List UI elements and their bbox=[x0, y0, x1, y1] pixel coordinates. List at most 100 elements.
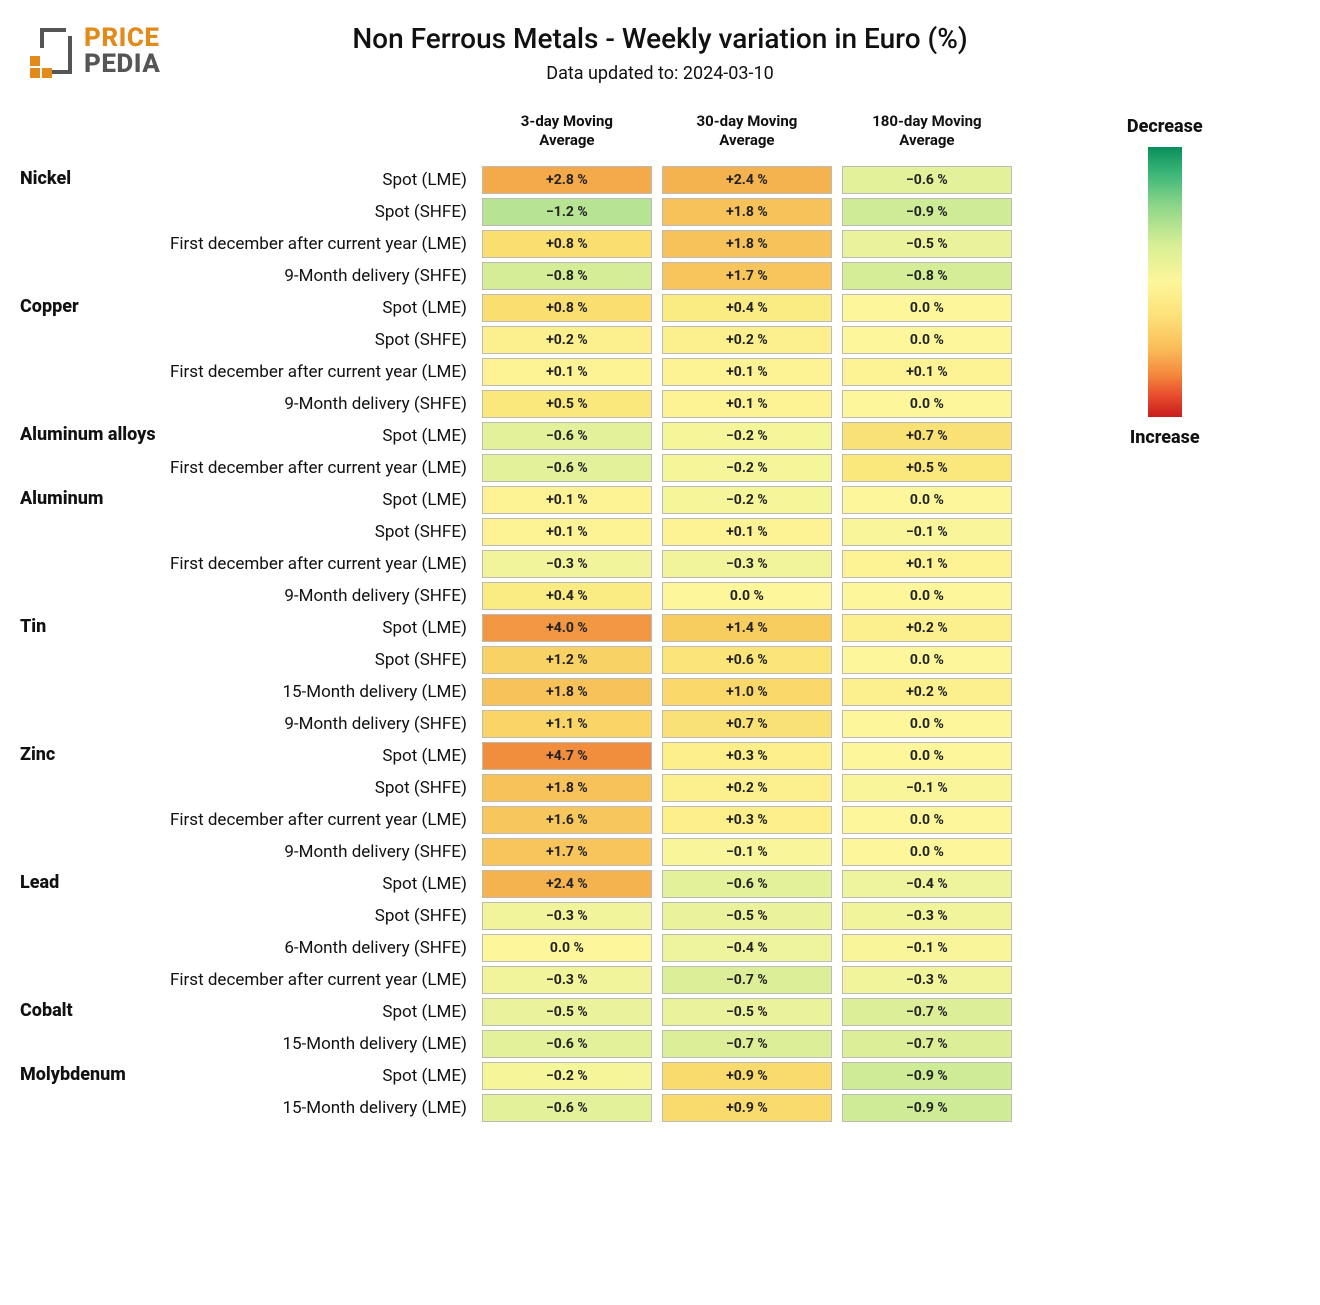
heatmap-table: 3-day MovingAverage 30-day MovingAverage… bbox=[20, 112, 1017, 1124]
heatmap-cell: −0.1 % bbox=[842, 774, 1012, 802]
heatmap-cell: −1.2 % bbox=[482, 198, 652, 226]
table-row: 9-Month delivery (SHFE)−0.8 %+1.7 %−0.8 … bbox=[20, 260, 1017, 292]
heatmap-cell: −0.6 % bbox=[482, 454, 652, 482]
category-label: Cobalt bbox=[20, 996, 170, 1028]
heatmap-cell: 0.0 % bbox=[842, 742, 1012, 770]
heatmap-cell: +0.8 % bbox=[482, 230, 652, 258]
heatmap-cell: +4.7 % bbox=[482, 742, 652, 770]
category-label bbox=[20, 260, 170, 292]
table-row: ZincSpot (LME)+4.7 %+0.3 %0.0 % bbox=[20, 740, 1017, 772]
column-header-row: 3-day MovingAverage 30-day MovingAverage… bbox=[20, 112, 1017, 164]
heatmap-cell: +1.8 % bbox=[662, 230, 832, 258]
heatmap-cell: −0.6 % bbox=[662, 870, 832, 898]
row-label: Spot (LME) bbox=[170, 484, 477, 516]
heatmap-cell: 0.0 % bbox=[842, 486, 1012, 514]
heatmap-cell: −0.3 % bbox=[482, 902, 652, 930]
table-row: 9-Month delivery (SHFE)+1.1 %+0.7 %0.0 % bbox=[20, 708, 1017, 740]
heatmap-cell: 0.0 % bbox=[662, 582, 832, 610]
table-row: CopperSpot (LME)+0.8 %+0.4 %0.0 % bbox=[20, 292, 1017, 324]
heatmap-cell: +1.7 % bbox=[662, 262, 832, 290]
table-row: First december after current year (LME) +… bbox=[20, 356, 1017, 388]
table-row: AluminumSpot (LME)+0.1 %−0.2 %0.0 % bbox=[20, 484, 1017, 516]
heatmap-cell: +1.8 % bbox=[482, 678, 652, 706]
category-label: Lead bbox=[20, 868, 170, 900]
heatmap-cell: +0.3 % bbox=[662, 806, 832, 834]
category-label bbox=[20, 356, 170, 388]
heatmap-cell: 0.0 % bbox=[842, 294, 1012, 322]
table-row: First december after current year (LME) +… bbox=[20, 804, 1017, 836]
category-label bbox=[20, 196, 170, 228]
table-row: 15-Month delivery (LME)+1.8 %+1.0 %+0.2 … bbox=[20, 676, 1017, 708]
row-label: Spot (LME) bbox=[170, 612, 477, 644]
table-row: MolybdenumSpot (LME)−0.2 %+0.9 %−0.9 % bbox=[20, 1060, 1017, 1092]
heatmap-cell: +2.4 % bbox=[482, 870, 652, 898]
logo-text-2: PEDIA bbox=[84, 49, 160, 79]
table-row: Aluminum alloysSpot (LME)−0.6 %−0.2 %+0.… bbox=[20, 420, 1017, 452]
pricepedia-logo: PRICE PEDIA bbox=[30, 24, 160, 78]
heatmap-cell: +0.8 % bbox=[482, 294, 652, 322]
heatmap-cell: −0.6 % bbox=[842, 166, 1012, 194]
table-row: First december after current year (LME)+… bbox=[20, 228, 1017, 260]
category-label: Aluminum alloys bbox=[20, 420, 170, 452]
col-header-0: 3-day MovingAverage bbox=[477, 112, 657, 164]
heatmap-cell: −0.3 % bbox=[842, 902, 1012, 930]
heatmap-cell: 0.0 % bbox=[842, 838, 1012, 866]
table-row: 9-Month delivery (SHFE)+1.7 %−0.1 %0.0 % bbox=[20, 836, 1017, 868]
row-label: 9-Month delivery (SHFE) bbox=[170, 580, 477, 612]
row-label: Spot (SHFE) bbox=[170, 772, 477, 804]
category-label: Zinc bbox=[20, 740, 170, 772]
row-label: 9-Month delivery (SHFE) bbox=[170, 836, 477, 868]
row-label: 9-Month delivery (SHFE) bbox=[170, 260, 477, 292]
category-label: Molybdenum bbox=[20, 1060, 170, 1092]
row-label: First december after current year (LME) bbox=[170, 964, 477, 996]
table-row: Spot (SHFE)+0.1 %+0.1 %−0.1 % bbox=[20, 516, 1017, 548]
category-label bbox=[20, 452, 170, 484]
row-label: Spot (LME) bbox=[170, 996, 477, 1028]
legend-gradient-bar bbox=[1148, 147, 1182, 417]
category-label bbox=[20, 228, 170, 260]
heatmap-cell: +0.1 % bbox=[482, 518, 652, 546]
category-label bbox=[20, 676, 170, 708]
heatmap-cell: +1.8 % bbox=[662, 198, 832, 226]
heatmap-cell: −0.5 % bbox=[842, 230, 1012, 258]
row-label: First december after current year (LME) bbox=[170, 548, 477, 580]
heatmap-cell: +0.6 % bbox=[662, 646, 832, 674]
heatmap-cell: −0.2 % bbox=[662, 454, 832, 482]
category-label bbox=[20, 900, 170, 932]
table-row: Spot (SHFE)−1.2 %+1.8 %−0.9 % bbox=[20, 196, 1017, 228]
heatmap-cell: +0.7 % bbox=[842, 422, 1012, 450]
table-row: Spot (SHFE)+1.2 %+0.6 %0.0 % bbox=[20, 644, 1017, 676]
heatmap-cell: −0.8 % bbox=[842, 262, 1012, 290]
heatmap-cell: +4.0 % bbox=[482, 614, 652, 642]
heatmap-cell: −0.8 % bbox=[482, 262, 652, 290]
heatmap-cell: −0.4 % bbox=[842, 870, 1012, 898]
heatmap-cell: −0.1 % bbox=[842, 518, 1012, 546]
heatmap-cell: 0.0 % bbox=[842, 646, 1012, 674]
table-row: 15-Month delivery (LME)−0.6 %−0.7 %−0.7 … bbox=[20, 1028, 1017, 1060]
heatmap-cell: −0.5 % bbox=[662, 902, 832, 930]
category-label bbox=[20, 964, 170, 996]
heatmap-cell: +0.1 % bbox=[842, 550, 1012, 578]
heatmap-table-area: 3-day MovingAverage 30-day MovingAverage… bbox=[20, 112, 1017, 1124]
row-label: Spot (SHFE) bbox=[170, 516, 477, 548]
table-row: First december after current year (LME)−… bbox=[20, 548, 1017, 580]
row-label: First december after current year (LME) bbox=[170, 356, 477, 388]
heatmap-cell: −0.6 % bbox=[482, 422, 652, 450]
heatmap-cell: +0.1 % bbox=[842, 358, 1012, 386]
table-row: 6-Month delivery (SHFE)0.0 %−0.4 %−0.1 % bbox=[20, 932, 1017, 964]
row-label: Spot (SHFE) bbox=[170, 324, 477, 356]
row-label: 9-Month delivery (SHFE) bbox=[170, 708, 477, 740]
row-label: 15-Month delivery (LME) bbox=[170, 676, 477, 708]
row-label: First december after current year (LME) bbox=[170, 804, 477, 836]
page-subtitle: Data updated to: 2024-03-10 bbox=[20, 63, 1300, 84]
heatmap-cell: 0.0 % bbox=[842, 806, 1012, 834]
heatmap-cell: −0.6 % bbox=[482, 1030, 652, 1058]
category-label bbox=[20, 772, 170, 804]
category-label bbox=[20, 1092, 170, 1124]
heatmap-cell: +0.3 % bbox=[662, 742, 832, 770]
row-label: 6-Month delivery (SHFE) bbox=[170, 932, 477, 964]
heatmap-cell: +0.9 % bbox=[662, 1062, 832, 1090]
category-label bbox=[20, 836, 170, 868]
table-row: 15-Month delivery (LME)−0.6 %+0.9 %−0.9 … bbox=[20, 1092, 1017, 1124]
heatmap-cell: +0.4 % bbox=[482, 582, 652, 610]
